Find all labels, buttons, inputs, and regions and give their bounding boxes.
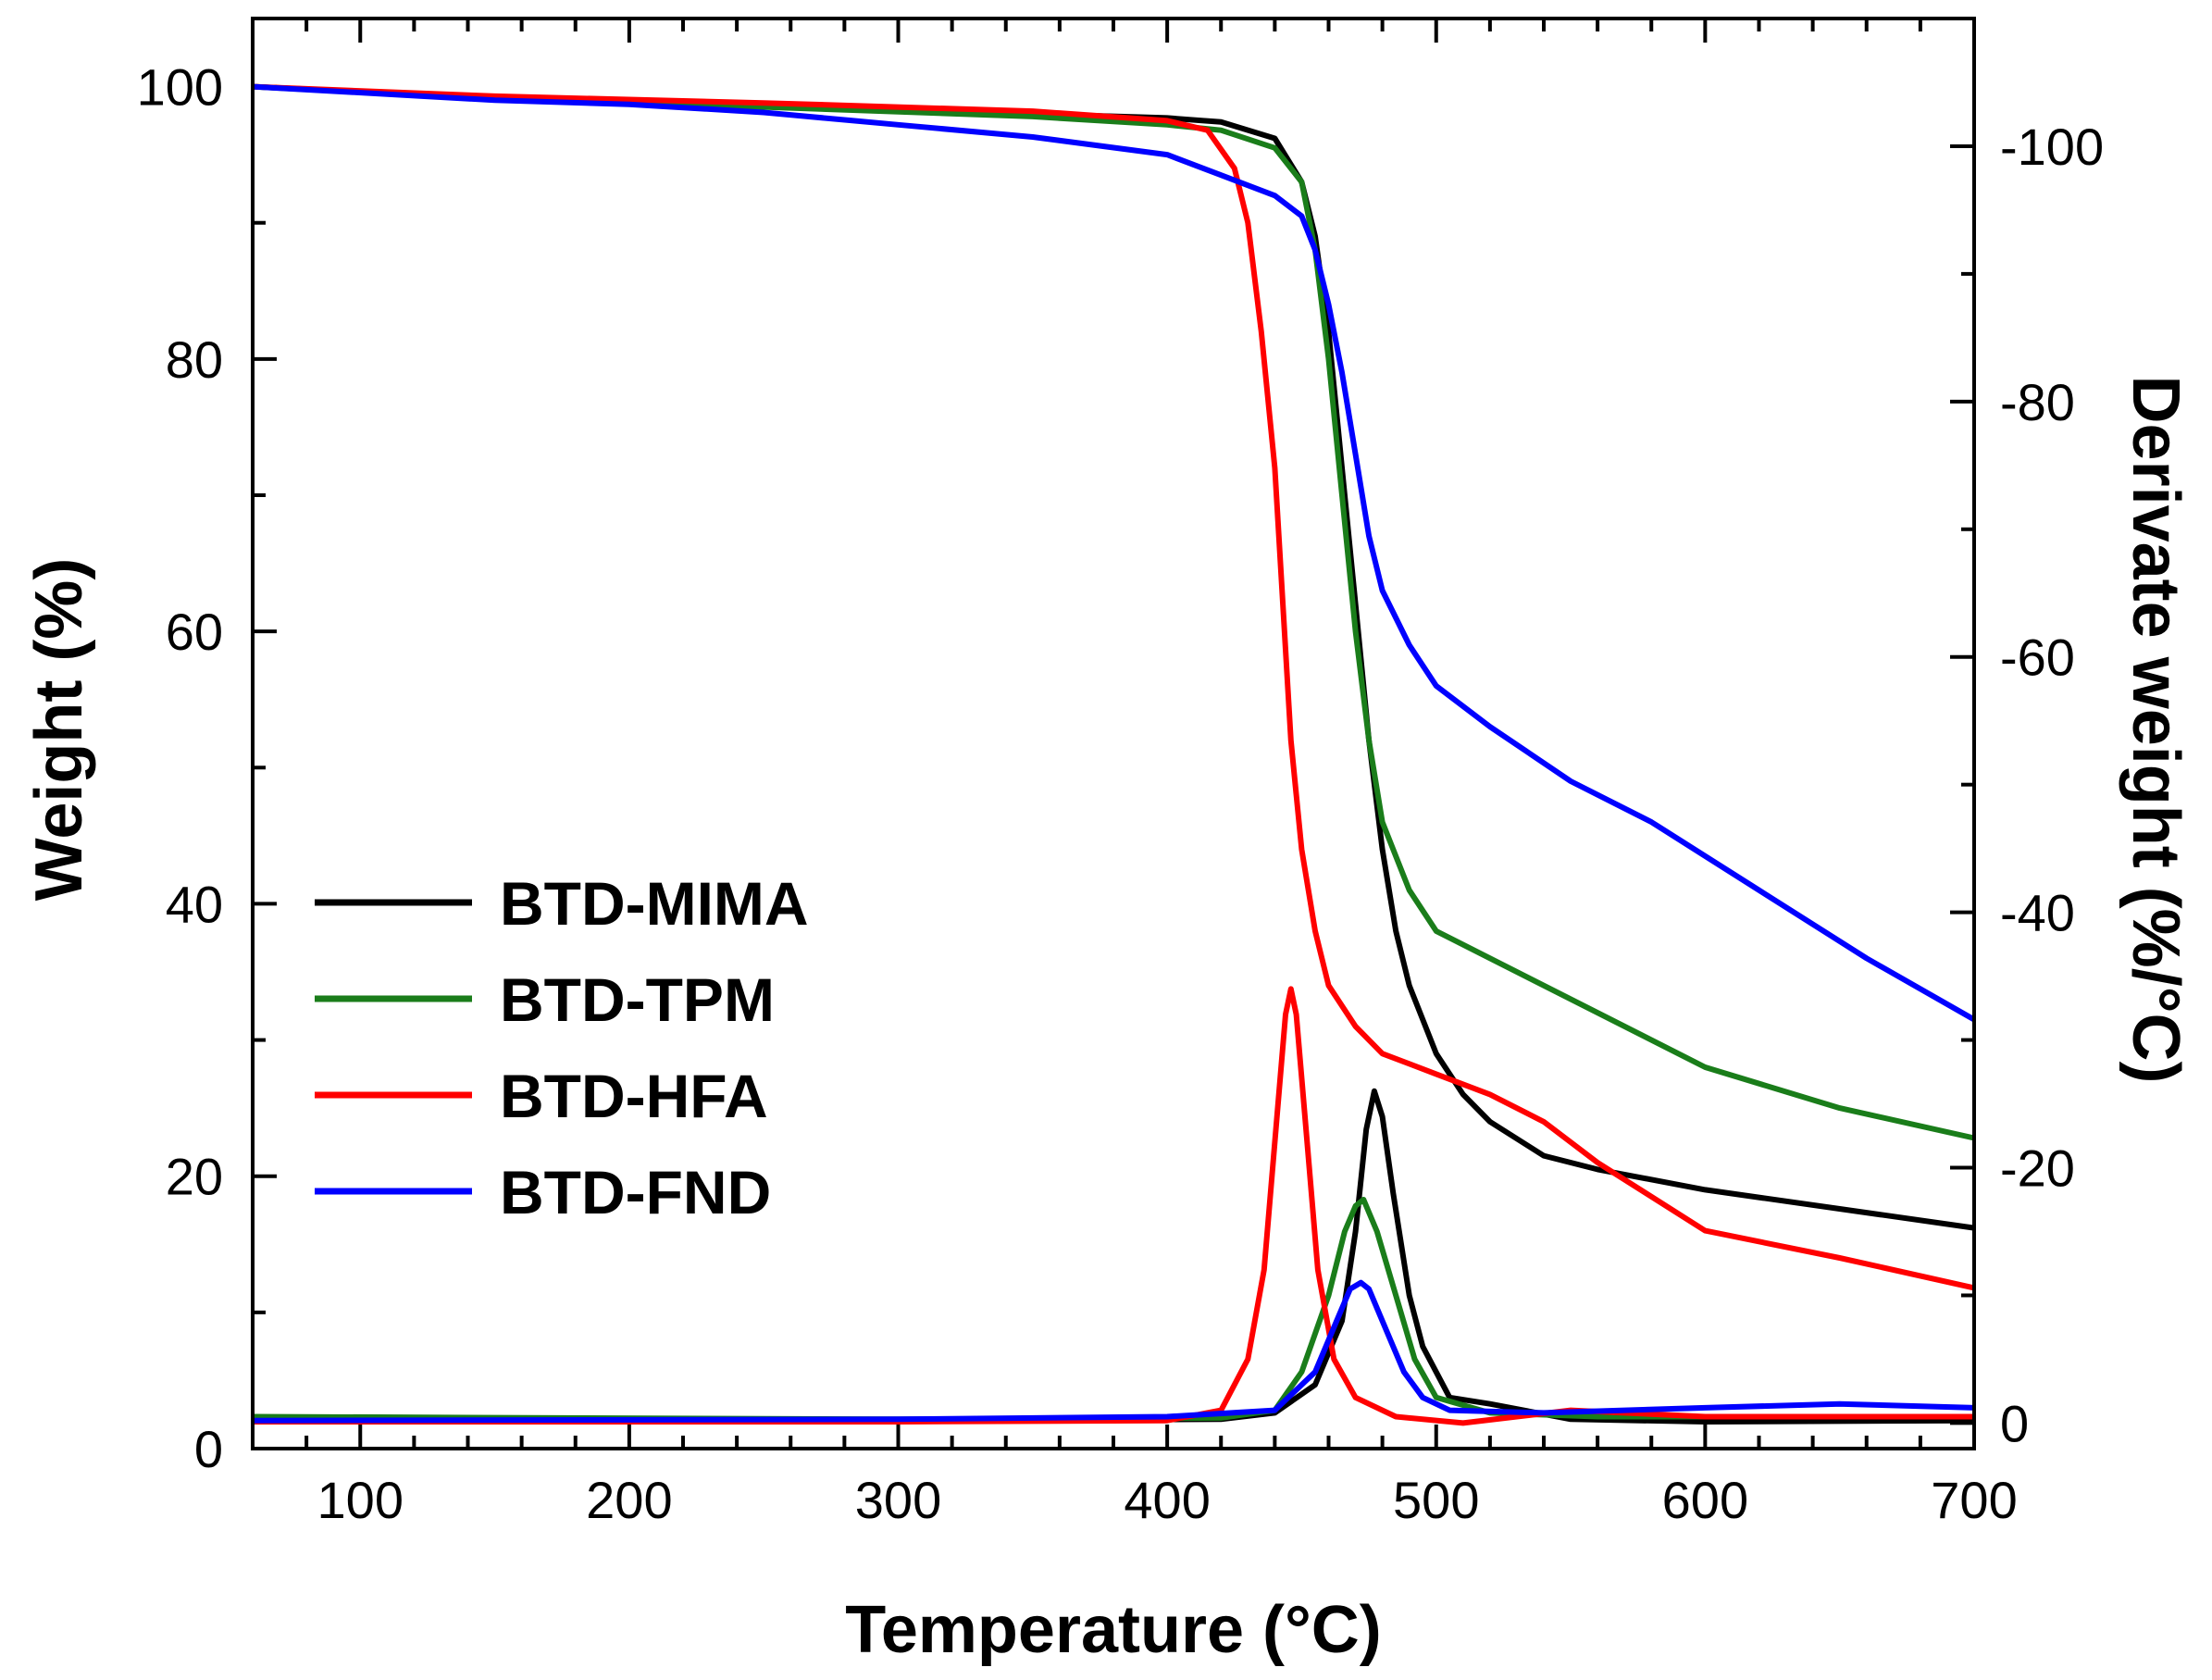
y2-tick-label: -40: [2000, 884, 2075, 942]
y2-tick-label: -100: [2000, 118, 2104, 176]
y-tick-label: 0: [194, 1420, 223, 1478]
legend-label: BTD-MIMA: [500, 869, 809, 938]
series-layer: [252, 83, 1976, 1426]
weight-line-btd-hfa: [252, 83, 1975, 1291]
y2-axis-title: Derivate weight (%/°C): [2119, 376, 2193, 1084]
x-tick-label: 500: [1393, 1471, 1479, 1529]
weight-line-btd-tpm: [252, 83, 1975, 1141]
tick-labels: 100 200 300 400 500 600 700 0 20 40 60 80 100 0 -20 -40…: [137, 58, 2105, 1529]
y-tick-label: 100: [137, 58, 223, 117]
y-axis-title: Weight (%): [22, 558, 96, 902]
y2-tick-label: -20: [2000, 1139, 2075, 1198]
derivative-line-btd-fnd: [252, 1279, 1975, 1424]
x-tick-label: 100: [317, 1471, 404, 1529]
x-tick-label: 300: [855, 1471, 941, 1529]
legend-label: BTD-HFA: [500, 1062, 768, 1130]
y-tick-label: 80: [166, 330, 223, 389]
y-tick-label: 20: [166, 1148, 223, 1206]
legend-item: BTD-TPM: [315, 965, 775, 1034]
legend-label: BTD-TPM: [500, 965, 775, 1034]
x-tick-label: 200: [586, 1471, 672, 1529]
weight-line-btd-fnd: [252, 83, 1976, 1023]
y-tick-label: 60: [166, 603, 223, 661]
x-tick-label: 700: [1931, 1471, 2017, 1529]
y2-tick-label: -60: [2000, 628, 2075, 687]
y-tick-label: 40: [166, 875, 223, 933]
plot-frame: [251, 17, 1976, 1450]
x-tick-label: 400: [1124, 1471, 1210, 1529]
weight-line-btd-mima: [252, 83, 1975, 1231]
legend: BTD-MIMA BTD-TPM BTD-HFA BTD-FND: [315, 869, 809, 1226]
legend-item: BTD-FND: [315, 1158, 771, 1226]
y2-tick-label: -80: [2000, 373, 2075, 431]
x-axis-title: Temperature (°C): [845, 1593, 1382, 1667]
legend-label: BTD-FND: [500, 1158, 771, 1226]
legend-item: BTD-HFA: [315, 1062, 768, 1130]
x-tick-label: 600: [1662, 1471, 1748, 1529]
y2-tick-label: 0: [2000, 1394, 2029, 1452]
legend-item: BTD-MIMA: [315, 869, 809, 938]
derivative-line-btd-mima: [253, 1088, 1975, 1425]
